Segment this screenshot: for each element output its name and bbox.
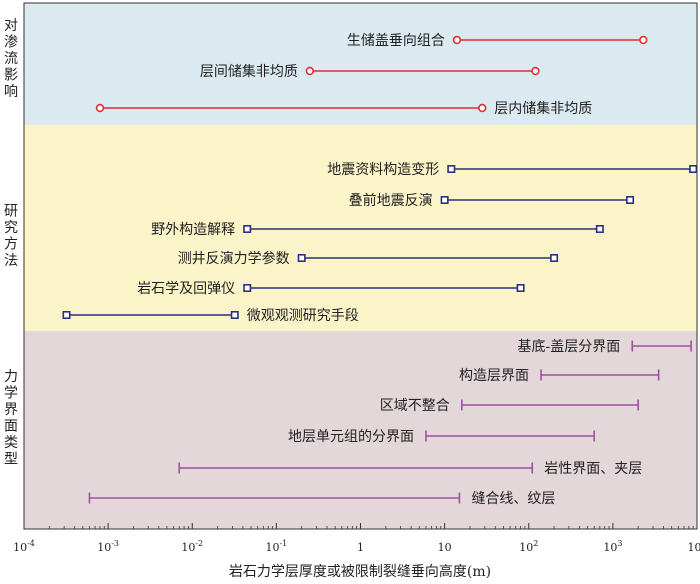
range-end-marker bbox=[478, 103, 487, 113]
range-start-marker bbox=[95, 103, 105, 113]
range-item: 地层单元组的分界面 bbox=[288, 429, 596, 445]
range-item: 野外构造解释 bbox=[151, 222, 604, 238]
x-tick-label: 104 bbox=[687, 539, 700, 554]
range-item: 构造层界面 bbox=[459, 368, 660, 384]
range-start-marker bbox=[452, 35, 462, 45]
range-item: 层间储集非均质 bbox=[200, 63, 540, 80]
range-item: 层内储集非均质 bbox=[95, 100, 592, 117]
range-bars: 生储盖垂向组合层间储集非均质层内储集非均质地震资料构造变形叠前地震反演野外构造解… bbox=[62, 33, 698, 507]
range-label: 基底-盖层分界面 bbox=[518, 338, 621, 355]
range-label: 区域不整合 bbox=[380, 398, 450, 414]
group-label-2: 力学界面类型 bbox=[4, 369, 18, 468]
range-label: 岩性界面、夹层 bbox=[544, 461, 642, 477]
range-item: 生储盖垂向组合 bbox=[347, 33, 648, 49]
x-tick-label: 1 bbox=[357, 541, 364, 554]
x-tick-label: 10-2 bbox=[181, 539, 203, 554]
band-0 bbox=[24, 3, 697, 125]
range-label: 层间储集非均质 bbox=[200, 63, 298, 80]
range-item: 基底-盖层分界面 bbox=[518, 338, 692, 355]
x-tick-label: 102 bbox=[519, 539, 538, 554]
range-item: 测井反演力学参数 bbox=[178, 250, 559, 267]
group-label-1: 研究方法 bbox=[4, 203, 18, 269]
x-axis-label: 岩石力学层厚度或被限制裂缝垂向高度(m) bbox=[229, 563, 491, 580]
range-label: 地层单元组的分界面 bbox=[288, 429, 414, 445]
range-end-marker bbox=[550, 254, 559, 263]
x-tick-label: 10 bbox=[438, 541, 452, 554]
range-item: 岩石学及回弹仪 bbox=[137, 281, 525, 297]
range-start-marker bbox=[440, 196, 449, 205]
range-item: 岩性界面、夹层 bbox=[178, 461, 642, 477]
background-bands bbox=[24, 3, 697, 529]
range-start-marker bbox=[243, 283, 252, 292]
x-tick-label: 10-3 bbox=[97, 539, 119, 554]
range-end-marker bbox=[230, 310, 239, 319]
range-end-marker bbox=[639, 35, 648, 45]
range-item: 缝合线、纹层 bbox=[88, 491, 555, 507]
range-end-marker bbox=[689, 165, 698, 174]
range-label: 生储盖垂向组合 bbox=[347, 33, 445, 49]
range-label: 构造层界面 bbox=[459, 368, 529, 384]
range-label: 层内储集非均质 bbox=[494, 100, 592, 117]
x-tick-label: 103 bbox=[603, 539, 622, 554]
range-start-marker bbox=[305, 66, 315, 76]
group-label-0: 对渗流影响 bbox=[4, 18, 18, 100]
range-label: 岩石学及回弹仪 bbox=[137, 281, 235, 297]
range-end-marker bbox=[531, 66, 540, 76]
band-1 bbox=[24, 125, 697, 331]
range-label: 缝合线、纹层 bbox=[471, 491, 555, 507]
range-start-marker bbox=[447, 165, 456, 174]
range-label: 地震资料构造变形 bbox=[327, 162, 439, 178]
range-start-marker bbox=[243, 225, 252, 234]
range-end-marker bbox=[595, 225, 604, 234]
range-end-marker bbox=[516, 283, 525, 292]
range-item: 区域不整合 bbox=[380, 398, 639, 414]
range-label: 测井反演力学参数 bbox=[178, 250, 290, 267]
x-axis: 10-4 10-3 10-2 10-1 1 10 102 103 104 bbox=[13, 2, 700, 554]
range-item: 叠前地震反演 bbox=[349, 192, 635, 209]
range-label: 野外构造解释 bbox=[151, 222, 235, 238]
range-start-marker bbox=[62, 310, 71, 319]
range-label: 微观观测研究手段 bbox=[247, 308, 359, 324]
range-item: 微观观测研究手段 bbox=[62, 308, 359, 324]
band-2 bbox=[24, 331, 697, 529]
range-label: 叠前地震反演 bbox=[349, 192, 433, 209]
range-item: 地震资料构造变形 bbox=[327, 162, 698, 178]
range-start-marker bbox=[297, 254, 306, 263]
x-tick-label: 10-1 bbox=[265, 539, 287, 554]
range-end-marker bbox=[626, 196, 635, 205]
x-tick-label: 10-4 bbox=[13, 539, 35, 554]
